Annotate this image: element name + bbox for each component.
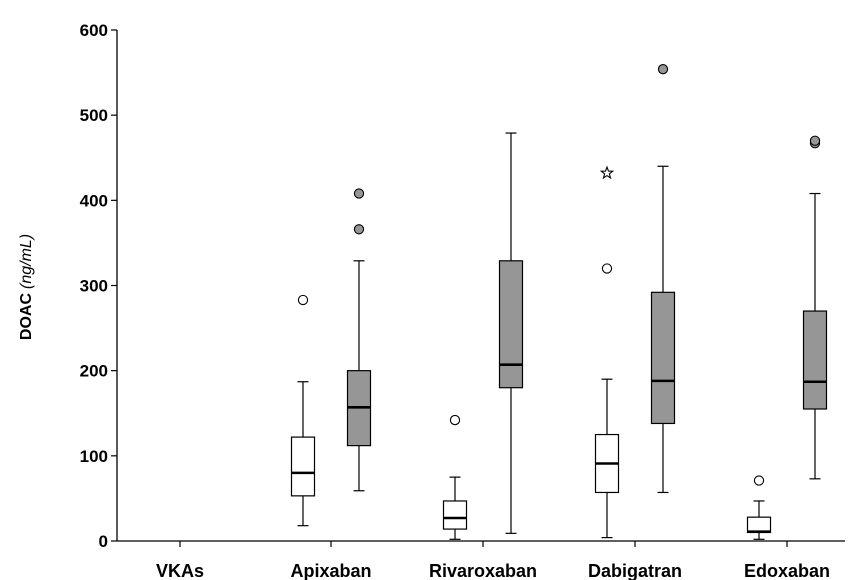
box-dabigatran-white [594, 165, 620, 539]
y-tick-label: 0 [99, 532, 108, 551]
box-edoxaban-white [746, 475, 772, 540]
outlier-point [353, 188, 365, 199]
box-rivaroxaban-white [442, 414, 468, 540]
outlier-point [297, 294, 309, 306]
y-tick-label: 300 [80, 277, 108, 296]
outlier-point [657, 64, 669, 75]
y-axis-label-unit: (ng/mL) [18, 234, 35, 289]
outlier-point [809, 135, 821, 146]
x-tick-label: Dabigatran [588, 561, 682, 580]
box-iqr [802, 310, 828, 410]
box-dabigatran-gray [650, 64, 676, 494]
outlier-point [601, 263, 613, 274]
box-iqr [746, 516, 772, 534]
box-edoxaban-gray [802, 135, 828, 480]
box-iqr [290, 436, 316, 497]
outlier-extreme [599, 165, 615, 180]
y-axis-label-main: DOAC [18, 293, 35, 341]
box-apixaban-gray [346, 188, 372, 492]
x-tick-label: VKAs [156, 561, 204, 580]
box-apixaban-white [290, 294, 316, 527]
outlier-point [449, 414, 461, 426]
outlier-point [353, 224, 365, 235]
box-iqr [498, 260, 524, 389]
y-tick-label: 500 [80, 106, 108, 125]
box-rivaroxaban-gray [498, 132, 524, 534]
outlier-point [753, 475, 765, 486]
x-tick-label: Edoxaban [744, 561, 830, 580]
box-iqr [650, 291, 676, 425]
y-axis-label: DOAC (ng/mL) [18, 234, 35, 340]
boxes [290, 64, 828, 540]
box-iqr [442, 500, 468, 530]
x-tick-label: Apixaban [290, 561, 371, 580]
y-tick-label: 100 [80, 447, 108, 466]
axes: 0 100 200 300 400 500 600 VKAs Apixaban Rivaroxab… [80, 21, 845, 580]
y-tick-label: 400 [80, 191, 108, 210]
y-tick-label: 200 [80, 362, 108, 381]
x-tick-label: Rivaroxaban [429, 561, 537, 580]
y-tick-label: 600 [80, 21, 108, 40]
